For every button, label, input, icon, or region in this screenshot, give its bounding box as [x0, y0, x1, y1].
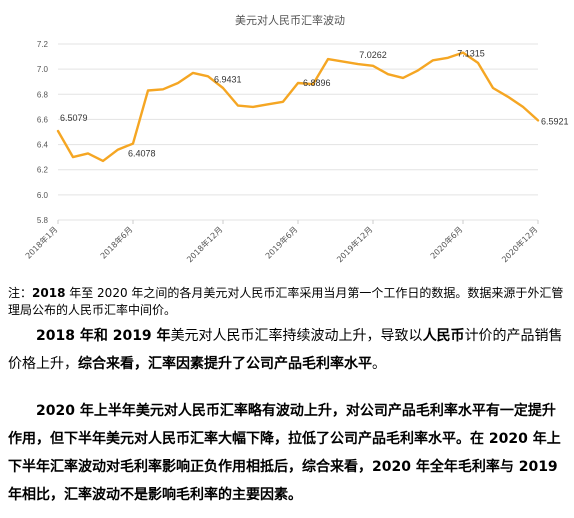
- x-tick-label: 2018年12月: [184, 224, 224, 264]
- para1-text-2: 计价的产品销售价格上升，: [8, 328, 563, 372]
- y-tick-label: 5.8: [37, 216, 49, 225]
- data-label: 6.5921: [541, 116, 569, 126]
- x-tick-label: 2019年6月: [263, 224, 299, 260]
- para1-rmb: 人民币: [422, 328, 465, 344]
- exchange-rate-chart: 美元对人民币汇率波动 7.2 7.0 6.8 6.6 6.4 6.2 6.0 5.8 2018…: [23, 13, 569, 264]
- x-axis: 2018年1月 2018年6月 2018年12月 2019年6月 2019年12月 202…: [23, 220, 539, 264]
- y-tick-label: 6.4: [37, 141, 49, 150]
- paragraph-2018-2019: 2018 年和 2019 年美元对人民币汇率持续波动上升，导致以人民币计价的产品…: [8, 322, 568, 378]
- y-tick-label: 6.2: [37, 166, 49, 175]
- data-label: 7.1315: [457, 49, 485, 59]
- note-text: 年至 2020 年之间的各月美元对人民币汇率采用当月第一个工作日的数据。数据来源…: [8, 286, 564, 317]
- x-tick-label: 2019年12月: [334, 224, 374, 264]
- paragraph-2020: 2020 年上半年美元对人民币汇率略有波动上升，对公司产品毛利率水平有一定提升作…: [8, 397, 568, 509]
- data-label: 6.4078: [128, 149, 156, 159]
- x-tick-label: 2018年6月: [98, 224, 134, 260]
- chart-grid: [58, 43, 538, 221]
- y-tick-label: 6.8: [37, 90, 49, 99]
- y-axis: 7.2 7.0 6.8 6.6 6.4 6.2 6.0 5.8: [37, 40, 49, 225]
- note-year: 2018: [32, 286, 66, 300]
- x-tick-label: 2018年1月: [23, 224, 59, 260]
- x-tick-label: 2020年6月: [428, 224, 464, 260]
- y-tick-label: 7.0: [37, 65, 49, 74]
- para1-text-1: 美元对人民币汇率持续波动上升，导致以: [170, 328, 423, 344]
- para1-end: 。: [372, 356, 386, 372]
- y-tick-label: 6.0: [37, 191, 49, 200]
- data-labels: 6.5079 6.4078 6.9431 6.8896 7.0262 7.1315 6.59…: [60, 49, 569, 159]
- chart-note: 注：2018 年至 2020 年之间的各月美元对人民币汇率采用当月第一个工作日的…: [8, 285, 568, 319]
- para1-years: 2018 年和 2019 年: [36, 328, 171, 344]
- y-tick-label: 7.2: [37, 40, 49, 49]
- data-label: 6.9431: [214, 74, 242, 84]
- chart-title: 美元对人民币汇率波动: [235, 13, 345, 27]
- para2-text: 2020 年上半年美元对人民币汇率略有波动上升，对公司产品毛利率水平有一定提升作…: [8, 403, 561, 503]
- y-tick-label: 6.6: [37, 115, 49, 124]
- series-usd-cny: [56, 51, 540, 163]
- data-label: 6.8896: [303, 78, 331, 88]
- note-prefix: 注：: [8, 286, 33, 300]
- data-label: 7.0262: [359, 50, 387, 60]
- para1-conclusion: 综合来看，汇率因素提升了公司产品毛利率水平: [78, 356, 372, 372]
- x-tick-label: 2020年12月: [499, 224, 539, 264]
- series-line: [56, 51, 540, 163]
- data-label: 6.5079: [60, 113, 88, 123]
